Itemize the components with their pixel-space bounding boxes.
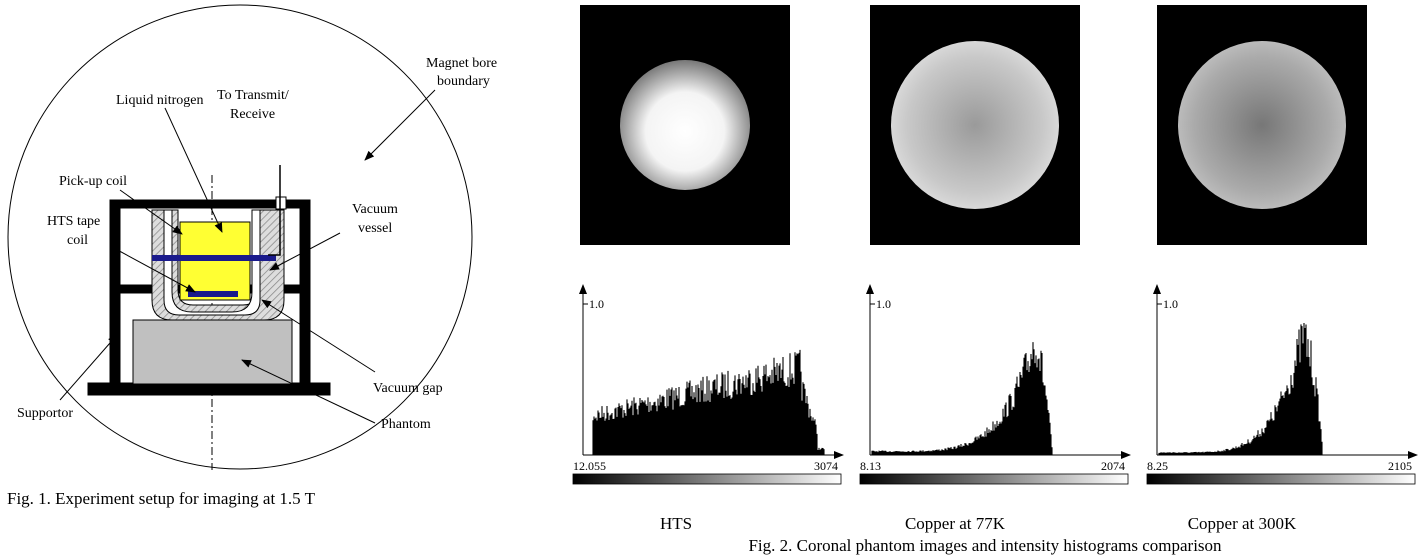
label: Supportor — [17, 406, 73, 421]
label: Receive — [230, 107, 275, 122]
phantom-disc — [620, 60, 750, 190]
x-max-label: 3074 — [814, 459, 838, 473]
label: Vacuum — [352, 202, 398, 217]
phantom-disc — [1178, 41, 1346, 209]
label: coil — [67, 233, 88, 248]
phantom-disc — [891, 41, 1059, 209]
label: Magnet bore — [426, 56, 497, 71]
histogram — [1158, 322, 1323, 455]
label: Liquid nitrogen — [116, 93, 204, 108]
x-min-label: 8.13 — [860, 459, 881, 473]
x-max-label: 2074 — [1101, 459, 1125, 473]
label: Phantom — [381, 417, 431, 432]
label: Pick-up coil — [59, 174, 127, 189]
y-max-label: 1.0 — [1163, 297, 1178, 311]
colorbar — [1146, 473, 1416, 485]
x-min-label: 8.25 — [1147, 459, 1168, 473]
panel-name: Copper at 77K — [905, 514, 1006, 533]
colorbar — [859, 473, 1129, 485]
colorbar — [572, 473, 842, 485]
fig1-labels: Magnet bore boundary To Transmit/ Receiv… — [7, 56, 497, 508]
label: Vacuum gap — [373, 381, 443, 396]
histogram — [592, 349, 825, 455]
caption: Fig. 2. Coronal phantom images and inten… — [748, 536, 1222, 555]
histogram — [871, 342, 1053, 455]
x-min-label: 12.055 — [573, 459, 606, 473]
label: HTS tape — [47, 214, 100, 229]
label: vessel — [358, 221, 392, 236]
x-max-label: 2105 — [1388, 459, 1412, 473]
fig1-diagram — [7, 4, 473, 470]
panel-name: HTS — [660, 514, 692, 533]
caption: Fig. 1. Experiment setup for imaging at … — [7, 489, 316, 508]
label: boundary — [437, 74, 490, 89]
y-max-label: 1.0 — [589, 297, 604, 311]
panel-name: Copper at 300K — [1188, 514, 1297, 533]
label: To Transmit/ — [217, 88, 289, 103]
y-max-label: 1.0 — [876, 297, 891, 311]
